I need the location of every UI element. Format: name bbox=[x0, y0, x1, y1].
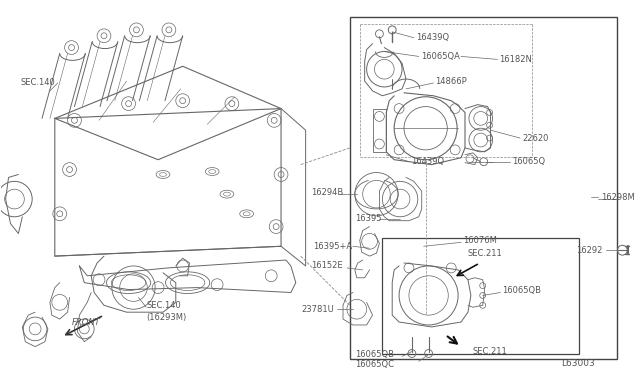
Text: 16065Q: 16065Q bbox=[512, 157, 545, 166]
Text: SEC.140: SEC.140 bbox=[147, 301, 181, 310]
Text: 16439Q: 16439Q bbox=[416, 33, 449, 42]
Text: 16065QC: 16065QC bbox=[355, 360, 394, 369]
Text: 14866P: 14866P bbox=[435, 77, 467, 86]
Text: 16065QB: 16065QB bbox=[502, 286, 541, 295]
Text: 16298M: 16298M bbox=[601, 193, 634, 202]
Text: 16076M: 16076M bbox=[463, 236, 497, 245]
Text: FRONT: FRONT bbox=[72, 318, 100, 327]
Text: 16395: 16395 bbox=[355, 214, 381, 223]
Bar bbox=[382, 238, 579, 355]
Text: 16182N: 16182N bbox=[499, 55, 532, 64]
Text: SEC.211: SEC.211 bbox=[468, 248, 502, 258]
Text: 16292: 16292 bbox=[576, 246, 602, 255]
Text: 16439Q: 16439Q bbox=[411, 157, 444, 166]
Text: SEC.211: SEC.211 bbox=[473, 347, 508, 356]
Text: 16065QB: 16065QB bbox=[355, 350, 394, 359]
Text: 22620: 22620 bbox=[522, 134, 548, 142]
Text: L63003: L63003 bbox=[561, 359, 595, 368]
Text: 16152E: 16152E bbox=[312, 262, 343, 270]
Bar bbox=[350, 17, 618, 359]
Text: 16294B: 16294B bbox=[312, 188, 344, 197]
Text: 16065QA: 16065QA bbox=[420, 52, 460, 61]
Text: SEC.140: SEC.140 bbox=[20, 78, 55, 87]
Text: (16293M): (16293M) bbox=[147, 312, 186, 322]
Text: 16395+A: 16395+A bbox=[314, 242, 353, 251]
Text: 23781U: 23781U bbox=[301, 305, 335, 314]
